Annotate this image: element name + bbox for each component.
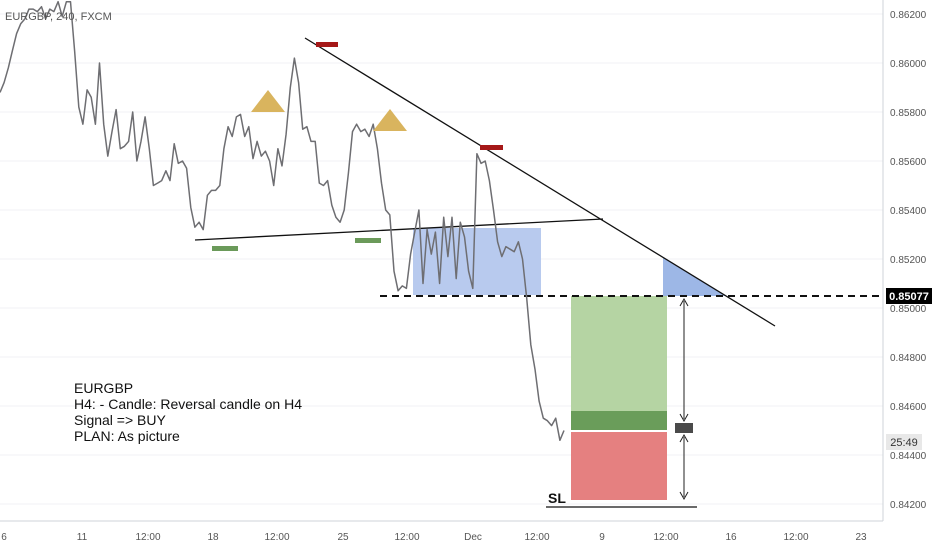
x-tick-label: 11 [77, 532, 88, 543]
bottom-marker-2 [355, 238, 381, 243]
target-zone [571, 296, 667, 411]
y-tick-label: 0.85800 [890, 108, 927, 119]
x-tick-label: 6 [1, 532, 7, 543]
x-tick-label: 25 [337, 532, 349, 543]
y-tick-label: 0.84400 [890, 451, 927, 462]
y-tick-label: 0.86200 [890, 10, 927, 21]
symbol-label: EURGBP, 240, FXCM [5, 11, 112, 23]
x-tick-label: 12:00 [135, 532, 160, 543]
grid [0, 13, 883, 505]
x-tick-label: Dec [464, 532, 482, 543]
sl-label: SL [548, 490, 566, 506]
y-tick-label: 0.85600 [890, 157, 927, 168]
left-shoulder-triangle [251, 90, 285, 112]
bottom-marker-1 [212, 246, 238, 251]
timer-label: 25:49 [890, 437, 918, 449]
y-tick-label: 0.85200 [890, 255, 927, 266]
descending-trendline [304, 37, 776, 327]
y-tick-label: 0.84600 [890, 402, 927, 413]
annotation-markers [212, 42, 693, 501]
top-marker-1 [316, 42, 338, 47]
x-tick-label: 12:00 [264, 532, 289, 543]
top-marker-2 [480, 145, 503, 150]
retest-zone [413, 228, 541, 295]
x-tick-label: 9 [599, 532, 605, 543]
y-tick-label: 0.84200 [890, 500, 927, 511]
x-tick-label: 18 [207, 532, 219, 543]
y-axis-ticks: 0.86200 0.86000 0.85800 0.85600 0.85400 0.852… [890, 10, 927, 511]
note-line-2: H4: - Candle: Reversal candle on H4 [74, 396, 302, 412]
right-shoulder-triangle [373, 109, 407, 131]
annotation-layer [194, 37, 883, 508]
price-marker [886, 288, 932, 304]
x-tick-label: 23 [855, 532, 867, 543]
x-tick-label: 12:00 [524, 532, 549, 543]
x-tick-label: 16 [725, 532, 737, 543]
y-tick-label: 0.84800 [890, 353, 927, 364]
x-axis-ticks: 6 11 12:00 18 12:00 25 12:00 Dec 12:00 9 12:00 16 12… [1, 532, 867, 543]
entry-marker [675, 423, 693, 433]
y-tick-label: 0.85000 [890, 304, 927, 315]
y-tick-label: 0.85400 [890, 206, 927, 217]
note-line-3: Signal => BUY [74, 412, 166, 428]
stop-zone [571, 432, 667, 500]
neckline [194, 218, 604, 241]
price-series-line [0, 0, 565, 442]
x-tick-label: 12:00 [394, 532, 419, 543]
y-tick-label: 0.86000 [890, 59, 927, 70]
note-line-1: EURGBP [74, 380, 133, 396]
timer-marker [886, 434, 922, 450]
entry-zone [571, 411, 667, 430]
x-tick-label: 12:00 [783, 532, 808, 543]
note-line-4: PLAN: As picture [74, 428, 180, 444]
x-tick-label: 12:00 [653, 532, 678, 543]
price-marker-label: 0.85077 [889, 291, 929, 303]
